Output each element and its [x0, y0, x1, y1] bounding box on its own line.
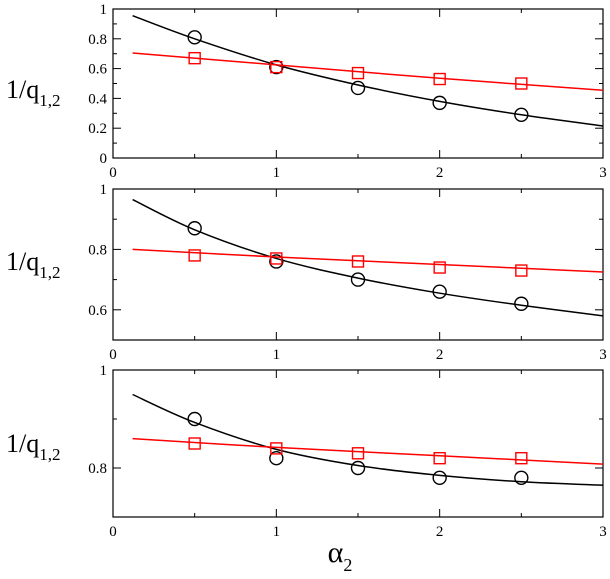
x-tick-label: 0 — [109, 524, 117, 540]
circle-marker — [432, 470, 447, 485]
black-fit-line — [132, 198, 604, 317]
square-marker — [515, 452, 528, 465]
x-tick-label: 1 — [273, 524, 281, 540]
circle-marker — [187, 221, 202, 236]
circle-marker — [432, 95, 447, 111]
panel-bottom: 0 1 2 3 0.8 1 1/q1,2 α2 — [6, 363, 607, 575]
circle-marker — [269, 451, 284, 466]
y-tick-label: 0.6 — [88, 303, 107, 319]
circle-marker — [269, 59, 284, 75]
panel-middle: 0 1 2 3 0.6 0.8 1 1/q1,2 — [6, 182, 607, 363]
circle-marker — [269, 254, 284, 269]
y-tick-label: 1 — [100, 182, 108, 198]
y-tick-label: 1 — [100, 2, 108, 18]
x-tick-label: 1 — [273, 165, 281, 181]
circle-marker — [187, 30, 202, 45]
black-fit-line — [132, 393, 604, 486]
red-fit-line — [132, 52, 604, 91]
square-marker — [188, 51, 201, 65]
square-marker — [188, 249, 201, 262]
square-marker — [351, 255, 365, 268]
plot-frame — [112, 369, 604, 518]
y-tick-label: 0.2 — [88, 121, 107, 137]
red-fit-line — [132, 248, 604, 273]
circle-marker — [350, 272, 366, 287]
circle-marker — [432, 284, 447, 299]
y-tick-label: 0 — [100, 151, 108, 167]
y-axis-label: 1/q1,2 — [6, 247, 60, 282]
square-marker — [270, 60, 283, 74]
square-marker — [433, 72, 446, 86]
circle-marker — [350, 80, 366, 96]
square-marker — [351, 447, 365, 460]
x-axis-label: α2 — [328, 536, 353, 575]
red-fit-line — [132, 437, 604, 465]
circle-marker — [514, 296, 529, 311]
circle-marker — [514, 107, 529, 122]
x-tick-label: 1 — [273, 347, 281, 363]
x-tick-label: 0 — [109, 165, 117, 181]
circle-marker — [514, 470, 529, 485]
x-tick-label: 3 — [599, 524, 607, 540]
plot-frame — [112, 8, 604, 159]
x-tick-label: 2 — [436, 165, 444, 181]
square-marker — [433, 452, 446, 465]
square-marker — [515, 77, 528, 90]
circle-marker — [350, 460, 366, 476]
square-marker — [433, 261, 446, 274]
panel-top: 0 1 2 3 0 0.2 0.4 0.6 0.8 1 1/q1,2 — [6, 2, 607, 181]
x-tick-label: 3 — [599, 165, 607, 181]
plot-frame — [112, 188, 604, 341]
y-tick-label: 0.6 — [88, 62, 107, 78]
black-fit-line — [132, 15, 604, 127]
x-tick-label: 0 — [109, 347, 117, 363]
square-marker — [270, 442, 283, 455]
x-tick-label: 2 — [436, 347, 444, 363]
y-tick-label: 0.8 — [88, 461, 107, 477]
y-tick-label: 0.8 — [88, 242, 107, 258]
square-marker — [515, 264, 528, 277]
y-tick-label: 1 — [100, 363, 108, 379]
square-marker — [270, 252, 283, 265]
y-axis-label: 1/q1,2 — [6, 75, 60, 110]
square-marker — [188, 437, 201, 450]
y-tick-label: 0.8 — [88, 32, 107, 48]
x-tick-label: 3 — [599, 347, 607, 363]
y-axis-label: 1/q1,2 — [6, 429, 60, 464]
square-marker — [351, 66, 365, 80]
circle-marker — [187, 411, 202, 427]
y-tick-label: 0.4 — [88, 91, 107, 107]
x-tick-label: 2 — [436, 524, 444, 540]
